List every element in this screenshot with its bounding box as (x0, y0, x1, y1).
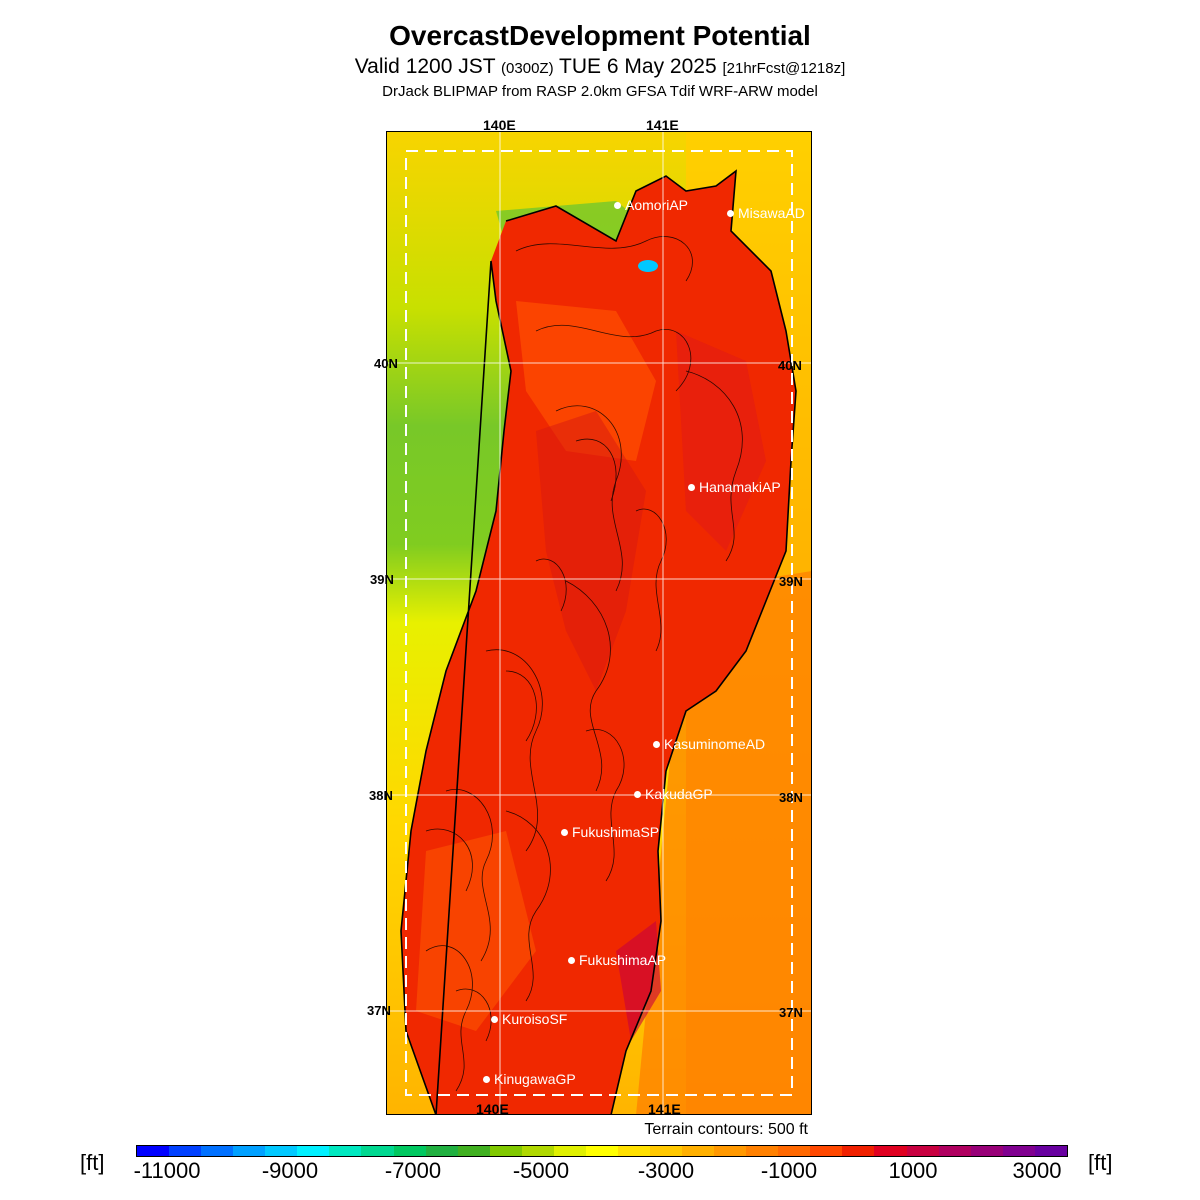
station-dot-icon (491, 1015, 498, 1023)
station-dot-icon (634, 790, 641, 798)
utc-time: (0300Z) (501, 60, 554, 77)
land-orange-patch (516, 301, 656, 461)
colorbar-swatch (970, 1146, 1003, 1156)
station-dot-icon (688, 483, 695, 491)
station-dot-icon (561, 828, 568, 836)
colorbar-swatch (714, 1146, 747, 1156)
colorbar (136, 1145, 1068, 1157)
colorbar-swatch (233, 1146, 266, 1156)
lat-label-37n-right: 37N (779, 1005, 803, 1020)
station-dot-icon (653, 740, 660, 748)
station-kinugawagp[interactable]: KinugawaGP (483, 1071, 576, 1087)
colorbar-swatch (874, 1146, 907, 1156)
colorbar-swatch (746, 1146, 779, 1156)
colorbar-swatch (489, 1146, 522, 1156)
colorbar-swatch (361, 1146, 394, 1156)
colorbar-tick: 1000 (888, 1158, 938, 1183)
colorbar-swatch (329, 1146, 362, 1156)
map-frame (386, 131, 812, 1115)
coastline (400, 169, 797, 1115)
colorbar-swatch (778, 1146, 811, 1156)
station-dot-icon (568, 956, 575, 964)
colorbar-swatch (617, 1146, 650, 1156)
colorbar-swatch (137, 1146, 170, 1156)
colorbar-swatch (169, 1146, 202, 1156)
station-kasuminomead[interactable]: KasuminomeAD (653, 736, 765, 752)
colorbar-unit-left: [ft] (80, 1150, 105, 1175)
forecast-date: TUE 6 May 2025 (559, 55, 717, 78)
page-title: OvercastDevelopment Potential (389, 20, 811, 51)
colorbar-swatch (585, 1146, 618, 1156)
colorbar-swatch (1002, 1146, 1035, 1156)
colorbar-swatch (842, 1146, 875, 1156)
land-dark-ridge-2 (676, 331, 766, 551)
colorbar-swatch (425, 1146, 458, 1156)
lat-label-37n-left: 37N (367, 1003, 391, 1018)
lat-label-38n-left: 38N (369, 788, 393, 803)
land-orange-patch-2 (416, 831, 536, 1031)
station-misawaad[interactable]: MisawaAD (727, 205, 805, 221)
graticule (386, 131, 812, 1115)
colorbar-tick: -11000 (133, 1158, 201, 1183)
lon-label-140e-top: 140E (483, 117, 516, 133)
lon-label-141e-bottom: 141E (648, 1101, 681, 1117)
station-dot-icon (614, 201, 621, 209)
valid-time-line: Valid 1200 JST (0300Z) TUE 6 May 2025 [2… (0, 55, 1200, 79)
lon-label-141e-top: 141E (646, 117, 679, 133)
station-hanamakiap[interactable]: HanamakiAP (688, 479, 781, 495)
land-dark-ridge (536, 411, 646, 691)
colorbar-tick: -5000 (512, 1158, 570, 1183)
colorbar-swatch (553, 1146, 586, 1156)
colorbar-swatch (265, 1146, 298, 1156)
colorbar-swatch (1034, 1146, 1067, 1156)
station-aomoriap[interactable]: AomoriAP (614, 197, 688, 213)
lat-label-39n-left: 39N (370, 572, 394, 587)
colorbar-tick: 3000 (1012, 1158, 1062, 1183)
colorbar-unit-right: [ft] (1088, 1150, 1113, 1175)
valid-time: Valid 1200 JST (354, 55, 496, 78)
lon-label-140e-bottom: 140E (476, 1101, 509, 1117)
terrain-contour-note: Terrain contours: 500 ft (644, 1121, 808, 1138)
station-dot-icon (483, 1075, 490, 1083)
lat-label-40n-left: 40N (374, 356, 398, 371)
station-fukushimaap[interactable]: FukushimaAP (568, 952, 666, 968)
lat-label-39n-right: 39N (779, 574, 803, 589)
station-kuroisosf[interactable]: KuroisoSF (491, 1011, 567, 1027)
colorbar-tick: -9000 (261, 1158, 319, 1183)
colorbar-swatch (810, 1146, 843, 1156)
terrain-contours (425, 236, 743, 1092)
lat-label-38n-right: 38N (779, 790, 803, 805)
colorbar-swatch (906, 1146, 939, 1156)
colorbar-swatch (938, 1146, 971, 1156)
station-kakudagp[interactable]: KakudaGP (634, 786, 713, 802)
colorbar-tick: -1000 (760, 1158, 818, 1183)
inner-domain-box (405, 150, 793, 1096)
colorbar-swatch (521, 1146, 554, 1156)
colorbar-swatch (297, 1146, 330, 1156)
colorbar-tick: -3000 (637, 1158, 695, 1183)
model-info: DrJack BLIPMAP from RASP 2.0km GFSA Tdif… (382, 83, 818, 100)
station-dot-icon (727, 209, 734, 217)
colorbar-swatch (393, 1146, 426, 1156)
forecast-map[interactable] (386, 131, 812, 1115)
colorbar-tick: -7000 (384, 1158, 442, 1183)
forecast-run: [21hrFcst@1218z] (722, 60, 846, 77)
colorbar-swatch (650, 1146, 683, 1156)
colorbar-swatch (682, 1146, 715, 1156)
lat-label-40n-right: 40N (778, 358, 802, 373)
station-fukushimasp[interactable]: FukushimaSP (561, 824, 659, 840)
colorbar-swatch (201, 1146, 234, 1156)
colorbar-swatch (457, 1146, 490, 1156)
lake (638, 260, 658, 272)
